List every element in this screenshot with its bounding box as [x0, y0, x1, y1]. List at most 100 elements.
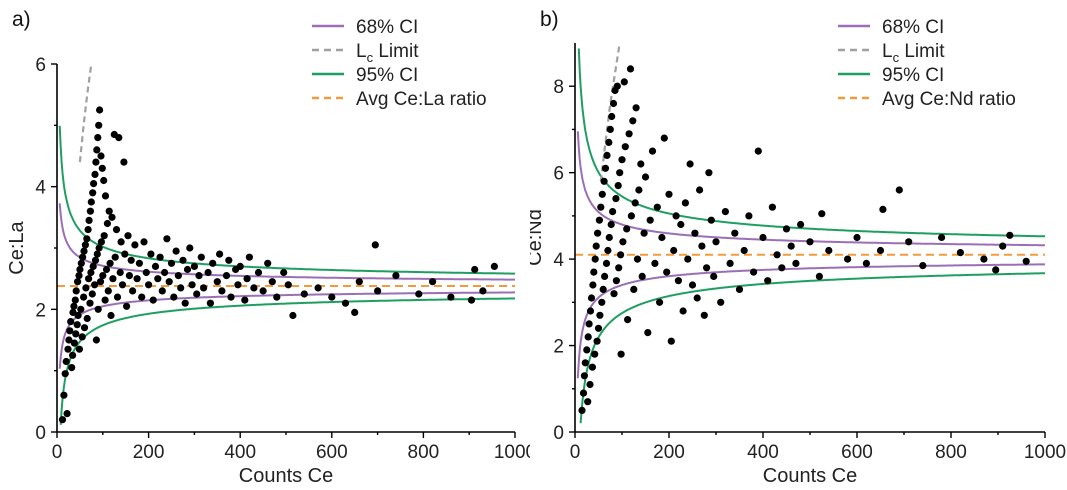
data-point: [797, 220, 805, 229]
data-point: [101, 192, 110, 200]
data-point: [584, 398, 592, 406]
data-point: [618, 156, 626, 164]
data-point: [79, 253, 87, 261]
y-tick-label: 6: [553, 164, 564, 185]
data-point: [658, 233, 666, 242]
data-point: [125, 272, 133, 280]
data-point: [83, 235, 91, 243]
data-point: [601, 272, 609, 280]
data-point: [592, 242, 600, 250]
data-point: [183, 265, 192, 274]
data-point: [721, 208, 729, 216]
data-point: [691, 229, 699, 237]
data-point: [89, 189, 97, 197]
panel-label-a: a): [12, 8, 31, 31]
data-point: [328, 293, 336, 301]
data-point: [698, 242, 706, 250]
data-point: [74, 278, 82, 286]
data-point: [81, 241, 89, 249]
x-tick-label: 0: [570, 442, 581, 463]
data-point: [112, 226, 121, 234]
data-point: [314, 284, 322, 292]
data-point: [617, 251, 625, 259]
data-point: [245, 253, 253, 261]
data-point: [93, 250, 101, 258]
data-point: [177, 284, 185, 292]
data-point: [70, 339, 78, 347]
data-point: [876, 246, 885, 255]
data-point: [583, 346, 591, 354]
data-point: [610, 290, 618, 298]
data-point: [236, 262, 244, 270]
legend-label: Lc Limit: [882, 41, 945, 65]
data-point: [88, 290, 96, 298]
data-point: [597, 203, 605, 211]
panel-label-b: b): [540, 8, 559, 31]
data-point: [598, 298, 606, 306]
data-point: [740, 246, 748, 255]
ci95-upper-curve: [577, 48, 1045, 238]
data-point: [121, 250, 129, 258]
data-point: [96, 106, 104, 114]
data-point: [76, 265, 84, 274]
data-point: [374, 287, 382, 295]
data-point: [131, 241, 139, 249]
legend-label: 68% CI: [356, 17, 418, 38]
data-point: [85, 275, 93, 283]
data-point: [787, 242, 795, 250]
data-point: [579, 389, 588, 397]
data-point: [190, 262, 198, 270]
data-point: [94, 305, 102, 313]
data-point: [149, 296, 157, 304]
data-point: [91, 256, 100, 264]
data-point: [602, 259, 611, 267]
data-point: [586, 307, 595, 315]
data-point: [100, 232, 108, 240]
data-point: [156, 253, 164, 261]
data-point: [745, 212, 753, 220]
data-point: [750, 268, 758, 276]
data-point: [429, 278, 437, 286]
data-point: [844, 255, 852, 263]
data-point: [170, 293, 178, 301]
data-point: [181, 299, 189, 307]
data-point: [862, 259, 870, 267]
data-point: [623, 225, 631, 233]
data-point: [605, 233, 613, 242]
chart-panel-b: b) 0 200 400 600 800 1000 0 2 4 6 8 Counts Ce Ce:Nd 68…: [530, 0, 1067, 490]
data-point: [653, 203, 661, 211]
ci95-lower-curve: [59, 297, 515, 425]
data-point: [250, 284, 258, 292]
data-point: [142, 268, 150, 277]
data-point: [585, 320, 593, 328]
data-point: [65, 336, 73, 344]
data-point: [154, 275, 162, 283]
data-point: [72, 330, 80, 338]
data-point: [241, 296, 249, 304]
data-point: [580, 372, 588, 380]
data-point: [284, 281, 292, 289]
legend-label: 68% CI: [882, 17, 944, 38]
x-tick-label: 600: [316, 442, 348, 463]
data-point: [80, 293, 88, 301]
data-point: [111, 253, 119, 261]
data-point: [78, 333, 86, 341]
data-point: [599, 285, 607, 293]
data-point: [70, 302, 78, 310]
x-tick-label: 600: [841, 442, 873, 463]
data-point: [213, 278, 221, 286]
data-point: [625, 130, 633, 138]
data-point: [89, 262, 97, 270]
data-point: [447, 293, 455, 301]
data-point: [100, 176, 108, 185]
data-point: [92, 336, 100, 344]
data-point: [83, 314, 91, 323]
data-point: [102, 265, 111, 274]
data-point: [351, 308, 359, 316]
data-point: [254, 268, 263, 277]
data-point: [85, 216, 93, 224]
data-point: [107, 311, 115, 320]
data-point: [612, 277, 620, 285]
data-point: [186, 244, 194, 252]
data-point: [218, 287, 226, 295]
